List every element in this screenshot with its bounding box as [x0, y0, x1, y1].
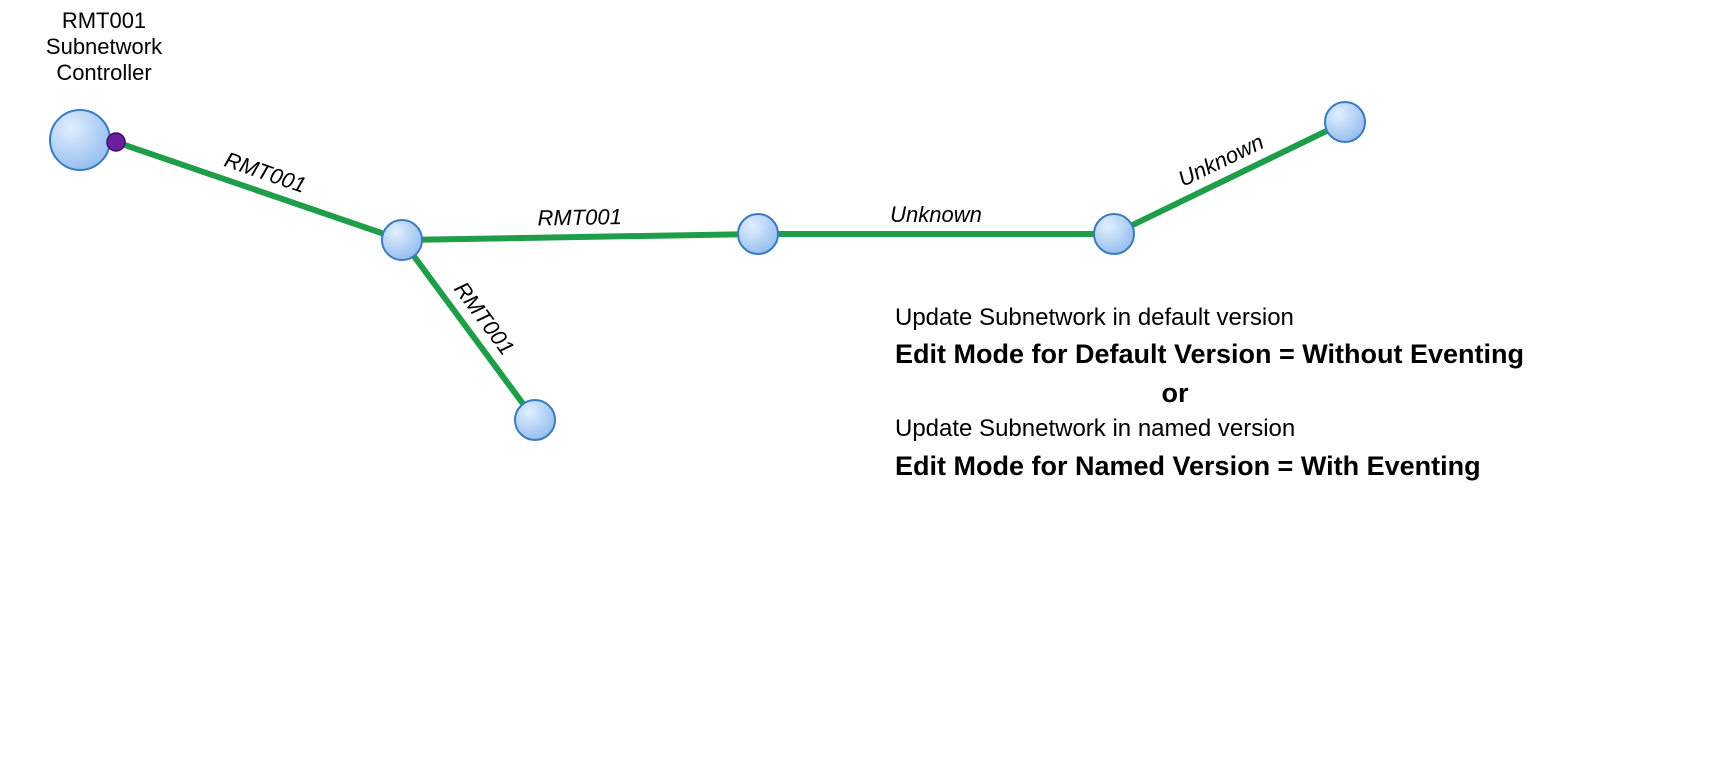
textblock-line: Edit Mode for Named Version = With Event… — [895, 448, 1712, 484]
edge — [402, 240, 535, 420]
network-node — [1094, 214, 1134, 254]
edge — [1114, 122, 1345, 234]
controller-node — [50, 110, 110, 170]
network-node — [515, 400, 555, 440]
network-node — [738, 214, 778, 254]
controller-label-line: Controller — [14, 60, 194, 86]
explanatory-text-block: Update Subnetwork in default versionEdit… — [895, 302, 1712, 486]
controller-label: RMT001SubnetworkController — [14, 8, 194, 86]
edge-label: Unknown — [890, 202, 982, 227]
controller-sub-node — [107, 133, 125, 151]
network-node — [1325, 102, 1365, 142]
edge — [402, 234, 758, 240]
edge-label: RMT001 — [537, 204, 622, 230]
textblock-line: or — [895, 375, 1455, 411]
network-node — [382, 220, 422, 260]
controller-label-line: RMT001 — [14, 8, 194, 34]
textblock-line: Update Subnetwork in default version — [895, 302, 1712, 334]
controller-label-line: Subnetwork — [14, 34, 194, 60]
textblock-line: Edit Mode for Default Version = Without … — [895, 336, 1712, 372]
textblock-line: Update Subnetwork in named version — [895, 413, 1712, 445]
